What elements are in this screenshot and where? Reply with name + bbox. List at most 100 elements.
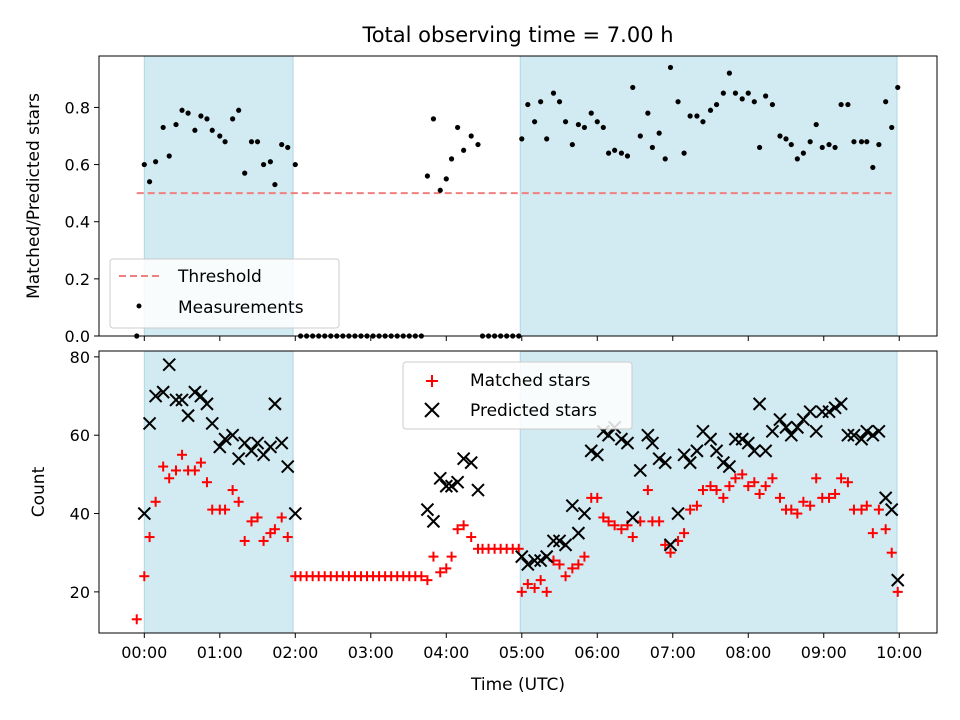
predicted-star-point — [274, 436, 289, 450]
measurement-point — [475, 141, 481, 148]
predicted-star-point — [866, 428, 880, 442]
matched-star-point — [798, 496, 809, 507]
measurement-point — [720, 90, 726, 96]
matched-star-point — [603, 516, 614, 527]
predicted-star-point — [747, 444, 762, 458]
top-y-tick-label: 0.8 — [65, 98, 90, 117]
predicted-star-point — [828, 401, 842, 415]
matched-star-point — [749, 477, 760, 488]
predicted-star-point — [784, 428, 799, 442]
predicted-star-point — [218, 432, 232, 446]
measurement-point — [864, 139, 870, 145]
matched-star-point — [171, 465, 182, 476]
predicted-star-point — [288, 506, 302, 521]
measurement-point — [851, 139, 857, 145]
predicted-star-point — [439, 479, 453, 493]
measurement-point — [826, 141, 832, 148]
bottom-x-tick-label: 05:00 — [499, 643, 545, 662]
measurement-point — [279, 141, 285, 148]
measurement-point — [783, 136, 789, 142]
top-y-tick-label: 0.4 — [65, 213, 90, 232]
measurement-point — [455, 124, 461, 131]
predicted-star-point — [142, 416, 157, 431]
matched-star-point — [786, 504, 797, 515]
legend-predicted-label: Predicted stars — [470, 401, 597, 421]
matched-star-point — [598, 512, 609, 523]
bottom-x-tick-label: 08:00 — [725, 643, 771, 662]
matched-star-point — [679, 528, 690, 539]
measurement-point — [179, 107, 185, 113]
measurement-point — [556, 99, 563, 105]
measurement-point — [794, 156, 800, 162]
matched-star-point — [282, 532, 293, 543]
measurement-point — [272, 181, 278, 188]
top-y-tick-label: 0.0 — [65, 327, 90, 346]
matched-star-point — [150, 496, 161, 507]
top-panel: 0.00.20.40.60.8 Matched/Predicted stars … — [24, 55, 938, 346]
measurement-point — [242, 170, 248, 176]
matched-star-point — [697, 485, 708, 496]
predicted-star-point — [433, 471, 447, 485]
measurement-point — [813, 121, 819, 128]
matched-star-point — [767, 473, 778, 484]
measurement-point — [707, 107, 714, 113]
bottom-ylabel: Count — [29, 466, 49, 517]
matched-star-point — [220, 504, 231, 515]
predicted-star-point — [281, 459, 295, 474]
top-legend: Threshold Measurements — [109, 258, 340, 329]
predicted-star-point — [735, 432, 749, 446]
predicted-star-point — [471, 483, 485, 497]
predicted-star-point — [641, 428, 655, 442]
measurement-point — [832, 144, 838, 151]
predicted-star-point — [137, 506, 152, 521]
matched-star-point — [886, 547, 897, 558]
matched-star-point — [642, 485, 653, 496]
predicted-star-point — [590, 448, 604, 462]
measurement-point — [532, 119, 538, 125]
measurement-point — [889, 124, 895, 131]
predicted-star-point — [878, 491, 893, 505]
bottom-legend: Matched stars Predicted stars — [402, 361, 633, 430]
chart-title: Total observing time = 7.00 h — [361, 23, 673, 47]
measurement-point — [656, 130, 662, 136]
matched-star-point — [609, 520, 620, 531]
matched-star-point — [446, 551, 457, 562]
matched-star-point — [830, 488, 841, 499]
predicted-star-point — [148, 389, 163, 403]
top-y-tick-label: 0.6 — [65, 156, 90, 175]
measurement-point — [443, 176, 449, 182]
bottom-y-tick-label: 40 — [70, 505, 90, 524]
matched-star-point — [513, 543, 524, 554]
measurement-point — [600, 124, 606, 131]
measurement-point — [575, 121, 581, 128]
predicted-star-point — [521, 557, 535, 572]
matched-star-point — [158, 461, 169, 472]
measurement-point — [254, 139, 261, 145]
matched-star-point — [189, 465, 200, 476]
measurement-point — [448, 156, 455, 162]
measurement-point — [807, 139, 813, 145]
predicted-star-point — [169, 393, 183, 407]
predicted-star-point — [834, 397, 848, 411]
measurement-point — [667, 64, 674, 71]
bottom-y-tick-label: 20 — [70, 583, 90, 602]
measurement-point — [173, 121, 179, 128]
predicted-star-point — [546, 534, 561, 548]
measurement-point — [732, 90, 739, 96]
matched-star-point — [856, 504, 867, 515]
measurement-point — [630, 84, 636, 91]
measurement-point — [160, 124, 166, 131]
predicted-star-point — [752, 397, 767, 411]
predicted-star-point — [200, 397, 214, 411]
matched-star-point — [824, 492, 835, 503]
legend-matched-label: Matched stars — [470, 371, 590, 391]
measurement-point — [845, 101, 851, 108]
top-shaded-region — [519, 55, 898, 337]
matched-star-point — [616, 524, 627, 535]
predicted-star-point — [683, 455, 697, 470]
predicted-star-point — [809, 424, 823, 438]
predicted-star-point — [558, 538, 573, 552]
predicted-star-point — [194, 389, 208, 403]
measurement-point — [605, 150, 612, 156]
predicted-star-point — [162, 358, 176, 372]
